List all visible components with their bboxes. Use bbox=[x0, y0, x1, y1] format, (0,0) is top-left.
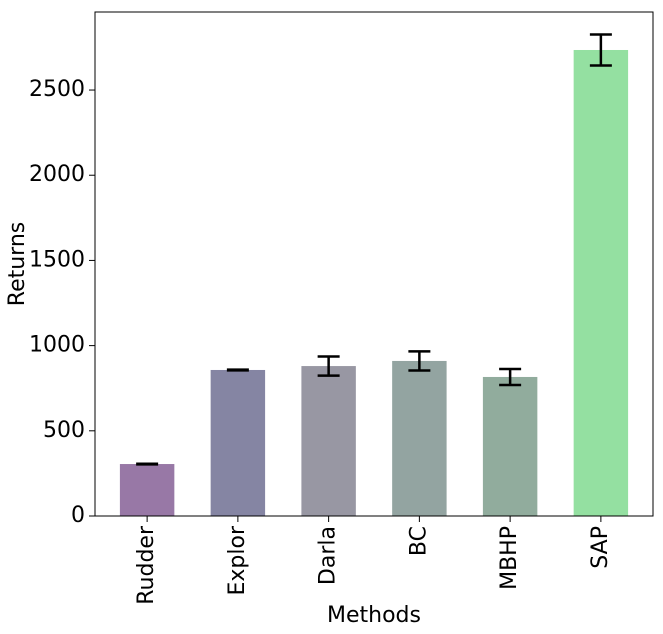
x-tick-label: MBHP bbox=[497, 526, 522, 590]
bar bbox=[119, 464, 175, 516]
y-tick-label: 2500 bbox=[29, 77, 85, 102]
bar bbox=[392, 360, 447, 516]
error-bar bbox=[317, 355, 340, 377]
y-tick-label: 1500 bbox=[29, 247, 85, 272]
error-bar bbox=[499, 367, 522, 387]
x-tick-label: BC bbox=[406, 526, 431, 556]
x-tick-label: SAP bbox=[588, 526, 613, 569]
bar bbox=[482, 376, 538, 516]
error-bar bbox=[136, 462, 159, 466]
x-tick-label: Darla bbox=[316, 526, 341, 585]
error-bar bbox=[408, 350, 431, 372]
bar bbox=[301, 366, 356, 516]
x-axis-label: Methods bbox=[327, 603, 421, 628]
bar bbox=[573, 49, 629, 517]
bar bbox=[210, 369, 266, 516]
y-axis-label: Returns bbox=[5, 222, 30, 306]
x-tick-label: Rudder bbox=[134, 525, 159, 605]
y-tick-label: 0 bbox=[71, 503, 85, 528]
y-tick-label: 1000 bbox=[29, 333, 85, 358]
x-tick-label: Explor bbox=[225, 525, 250, 595]
error-bar bbox=[589, 33, 612, 67]
y-tick-label: 2000 bbox=[29, 162, 85, 187]
error-bar bbox=[226, 368, 249, 372]
plot-frame bbox=[94, 11, 654, 517]
y-tick-label: 500 bbox=[43, 418, 85, 443]
